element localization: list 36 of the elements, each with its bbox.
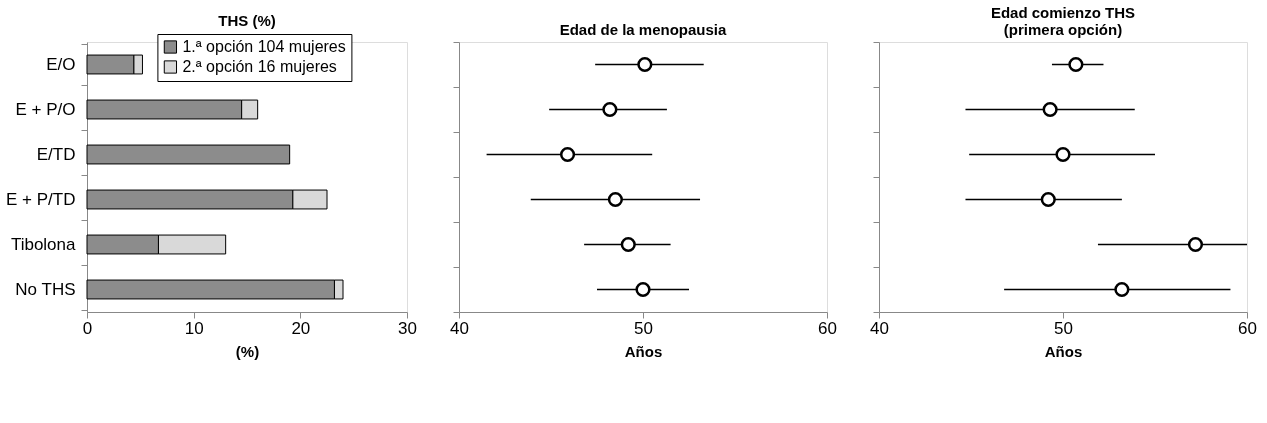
x-tick-label: 10 (184, 318, 204, 338)
point (559, 146, 576, 163)
point (1187, 236, 1204, 253)
x-tick-label: 50 (1054, 318, 1073, 338)
point (620, 236, 636, 253)
point (602, 101, 618, 118)
x-tick-label: 0 (82, 318, 93, 338)
y-tick-label: No THS (15, 280, 76, 299)
point (1040, 191, 1056, 208)
point (1042, 101, 1058, 118)
x-tick-label: 40 (870, 318, 889, 338)
x-tick-label: 20 (291, 318, 311, 338)
point (1055, 146, 1071, 163)
y-tick-label: E + P/TD (6, 190, 76, 209)
point (635, 281, 651, 298)
point (607, 191, 623, 208)
x-tick-label: 30 (398, 318, 417, 338)
y-tick-label: E/TD (36, 145, 76, 164)
chart-title: Edad comienzo THS (primera opción) (990, 3, 1136, 38)
legend-label: 1.ª opción 104 mujeres (182, 38, 346, 55)
chart-title: Edad de la menopausia (559, 20, 728, 38)
chart-title: THS (%) (218, 12, 276, 29)
x-axis-title: (%) (235, 342, 260, 360)
x-axis-title: Años (1044, 342, 1083, 360)
y-tick-label: E + P/O (15, 100, 76, 119)
y-tick-label: E/O (46, 55, 76, 74)
legend-label: 2.ª opción 16 mujeres (182, 58, 337, 75)
x-tick-label: 40 (450, 318, 469, 338)
point (1114, 281, 1130, 298)
x-tick-label: 50 (634, 318, 653, 338)
x-tick-label: 60 (818, 318, 837, 338)
x-tick-label: 60 (1238, 318, 1257, 338)
x-axis-title: Años (624, 342, 663, 360)
y-tick-label: Tibolona (10, 235, 77, 254)
point (1068, 56, 1084, 73)
point (637, 56, 653, 73)
